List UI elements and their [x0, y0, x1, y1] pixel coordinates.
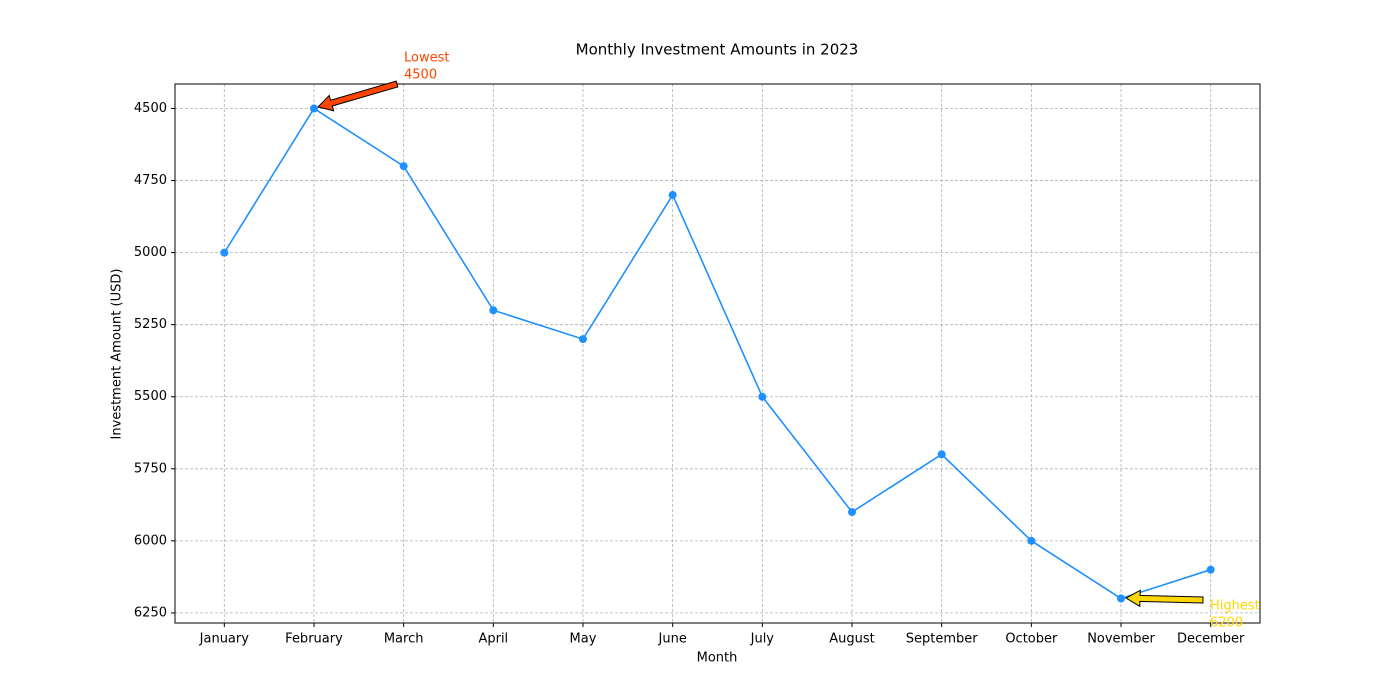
series-line: [223, 107, 1211, 600]
x-tick-label: June: [658, 632, 687, 647]
x-tick-label: September: [906, 632, 979, 647]
x-tick-label: July: [750, 632, 775, 647]
y-tick-label: 5250: [134, 317, 167, 332]
data-point: [220, 248, 229, 257]
x-tick-label: August: [829, 632, 875, 647]
x-tick-label: March: [384, 632, 424, 647]
y-tick-label: 5000: [134, 245, 167, 260]
x-tick-label: October: [1005, 632, 1058, 647]
y-tick-label: 5500: [134, 389, 167, 404]
annotation-arrow: [1124, 589, 1204, 608]
data-point: [848, 508, 857, 517]
data-point: [489, 306, 498, 315]
y-axis-label: Investment Amount (USD): [110, 269, 125, 440]
data-point: [1206, 565, 1215, 574]
x-axis-label: Month: [697, 651, 738, 666]
data-point: [399, 162, 408, 171]
data-point: [937, 450, 946, 459]
x-tick-label: May: [570, 632, 597, 647]
data-point: [578, 335, 587, 344]
data-point: [309, 104, 318, 113]
chart-title: Monthly Investment Amounts in 2023: [576, 41, 859, 59]
x-tick-label: November: [1087, 632, 1155, 647]
x-tick-label: April: [478, 632, 508, 647]
y-tick-label: 4500: [134, 101, 167, 116]
annotation-text: Highest: [1210, 599, 1260, 614]
plot-frame: [174, 83, 1261, 624]
x-tick-label: January: [199, 632, 250, 647]
data-point: [668, 190, 677, 199]
x-tick-label: December: [1177, 632, 1245, 647]
annotation-arrow: [317, 80, 399, 112]
data-point: [1117, 594, 1126, 603]
annotation-text: Lowest: [404, 51, 449, 66]
data-point: [1027, 536, 1036, 545]
y-tick-label: 4750: [134, 173, 167, 188]
annotation-text: 6200: [1210, 616, 1243, 631]
y-tick-label: 6000: [134, 533, 167, 548]
annotation-text: 4500: [404, 68, 437, 83]
x-tick-label: February: [285, 632, 343, 647]
y-tick-label: 6250: [134, 605, 167, 620]
data-point: [758, 392, 767, 401]
y-tick-label: 5750: [134, 461, 167, 476]
